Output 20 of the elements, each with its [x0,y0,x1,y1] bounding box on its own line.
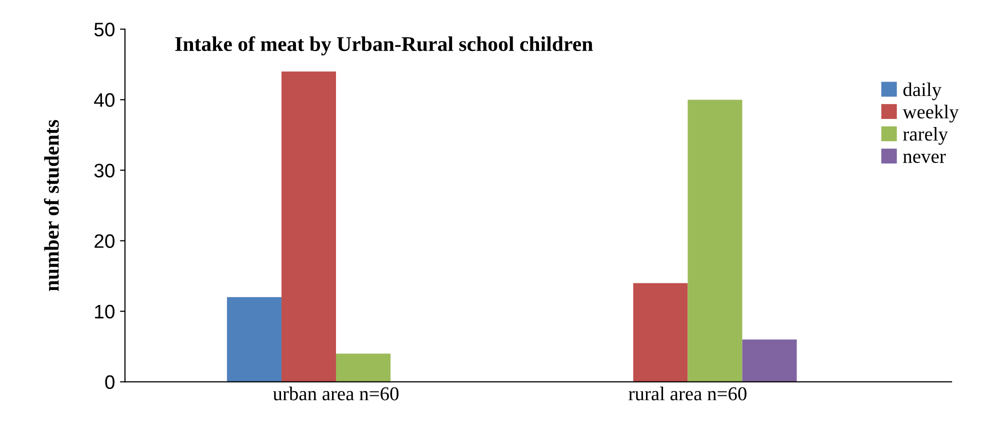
y-tick-label: 50 [94,22,114,36]
y-tick-label: 20 [94,234,114,248]
bar [281,71,336,382]
legend-label: daily [903,82,942,100]
y-tick-label: 30 [94,164,114,178]
bar [633,283,688,382]
x-tick-label: urban area n=60 [273,386,399,400]
bar [226,297,282,382]
legend-label: weekly [902,104,959,122]
y-tick-label: 10 [95,304,114,319]
y-axis-title: number of students [44,120,59,291]
bar [688,100,742,382]
chart-title: Intake of meat by Urban-Rural school children [175,36,593,56]
y-tick-label: 0 [105,375,114,390]
y-tick-label: 40 [94,93,114,107]
legend-label: never [903,154,946,164]
x-tick-label: rural area n=60 [628,386,746,400]
bar [336,354,391,382]
legend-label: rarely [903,127,948,145]
bar [742,339,797,382]
